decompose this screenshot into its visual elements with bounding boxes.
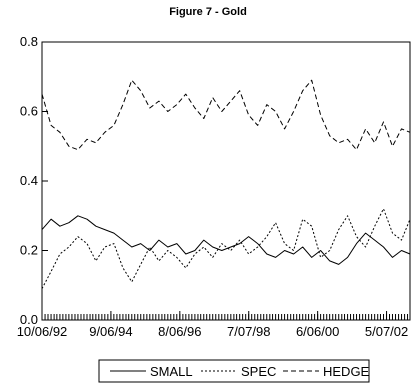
series-line-small (41, 215, 411, 265)
legend-label-hedge: HEDGE (323, 364, 370, 379)
series-line-spec (41, 208, 411, 289)
legend: SMALL SPEC HEDGE (98, 359, 370, 383)
series-line-hedge (41, 79, 411, 151)
x-axis: 10/06/92 9/06/94 8/06/96 7/07/98 6/06/00 5/07… (17, 311, 408, 339)
x-tick-label: 10/06/92 (17, 324, 68, 339)
legend-label-spec: SPEC (241, 364, 276, 379)
series-layer (41, 79, 411, 289)
y-tick-label: 0.0 (20, 312, 38, 327)
y-tick-label: 0.4 (20, 173, 38, 188)
x-tick-label: 8/06/96 (158, 324, 201, 339)
x-tick-label: 7/07/98 (227, 324, 270, 339)
x-tick-label: 5/07/02 (365, 324, 408, 339)
y-axis: 0.0 0.2 0.4 0.6 0.8 (20, 34, 48, 327)
y-tick-label: 0.6 (20, 104, 38, 119)
plot-frame (41, 41, 411, 321)
x-tick-label: 9/06/94 (89, 324, 132, 339)
chart-title: Figure 7 - Gold (169, 6, 247, 18)
y-tick-label: 0.2 (20, 243, 38, 258)
x-tick-label: 6/06/00 (296, 324, 339, 339)
legend-label-small: SMALL (150, 364, 193, 379)
y-tick-label: 0.8 (20, 34, 38, 49)
